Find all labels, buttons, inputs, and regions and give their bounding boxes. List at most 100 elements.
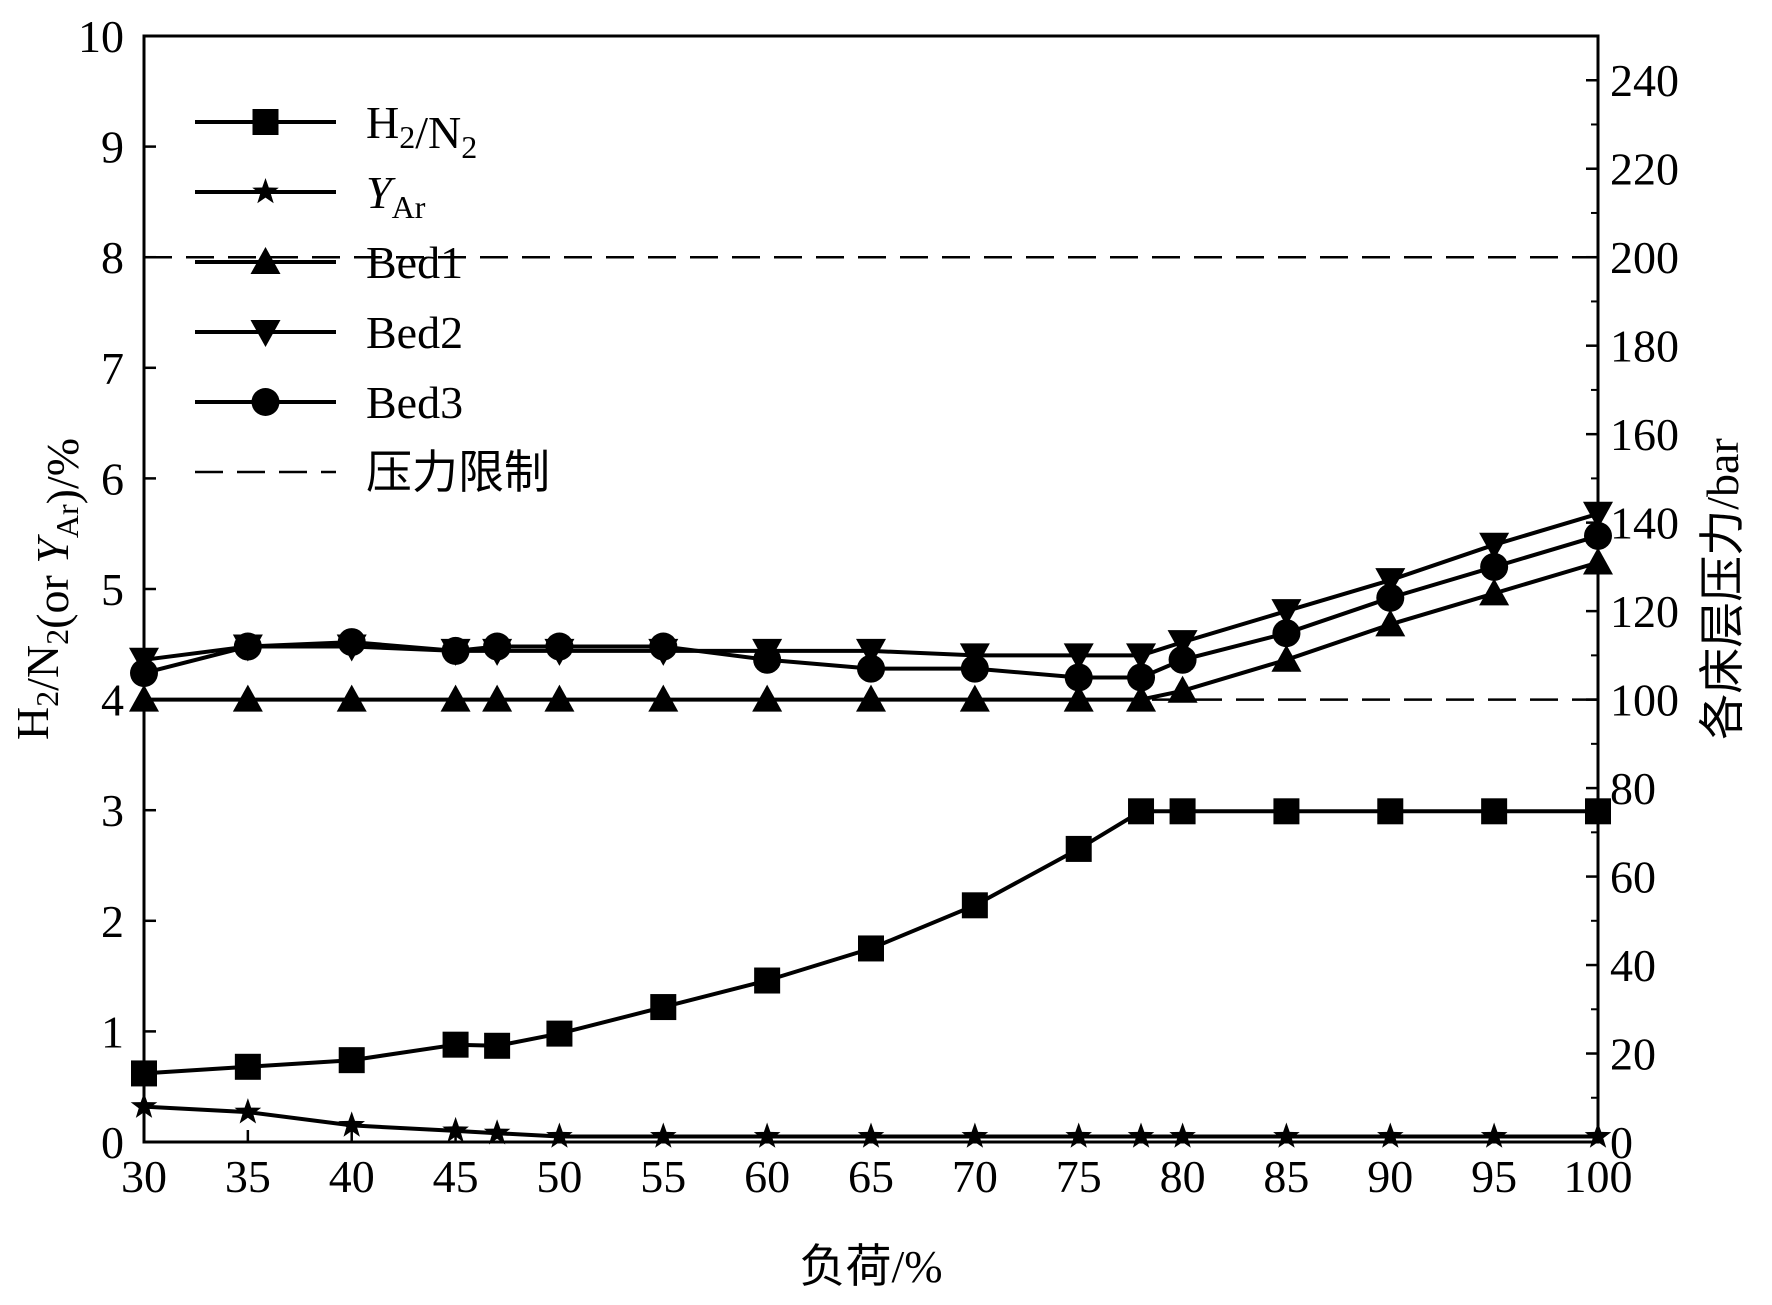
data-point-bed3 xyxy=(1168,645,1197,674)
legend-label: YAr xyxy=(366,167,426,225)
y-right-tick-label: 160 xyxy=(1610,409,1679,460)
data-point-h2n2 xyxy=(546,1020,573,1047)
legend-swatch-marker xyxy=(252,178,279,204)
y-right-tick-label: 180 xyxy=(1610,321,1679,372)
y-right-axis-label: 各床层压力/bar xyxy=(1697,438,1748,740)
data-point-yar xyxy=(338,1111,365,1137)
x-axis-label: 负荷/% xyxy=(799,1241,942,1292)
data-point-yar xyxy=(130,1092,158,1118)
data-point-bed1 xyxy=(1271,644,1302,672)
data-point-h2n2 xyxy=(338,1047,365,1074)
y-left-tick-label: 6 xyxy=(101,453,124,504)
data-point-h2n2 xyxy=(131,1060,157,1087)
y-left-tick-label: 2 xyxy=(101,896,124,947)
legend-label: Bed1 xyxy=(366,237,463,288)
data-point-bed2 xyxy=(1583,501,1613,529)
data-point-bed3 xyxy=(753,645,782,674)
data-point-bed3 xyxy=(545,632,574,661)
data-point-bed3 xyxy=(1584,521,1612,550)
data-point-yar xyxy=(483,1119,511,1145)
legend-label: H2/N2 xyxy=(366,97,477,165)
data-point-yar xyxy=(442,1116,469,1143)
y-right-tick-label: 140 xyxy=(1610,498,1679,549)
data-point-bed3 xyxy=(1064,663,1093,692)
legend-swatch-marker xyxy=(251,388,280,416)
x-tick-label: 80 xyxy=(1160,1151,1206,1202)
data-point-bed3 xyxy=(1480,552,1509,581)
data-point-bed3 xyxy=(1127,663,1156,692)
y-left-tick-label: 5 xyxy=(101,564,124,615)
data-point-bed1 xyxy=(1583,547,1613,575)
data-point-bed1 xyxy=(856,684,886,712)
data-point-yar xyxy=(234,1098,262,1124)
series-h2n2 xyxy=(131,798,1611,1087)
legend-item-bed3: Bed3 xyxy=(195,377,463,428)
x-tick-label: 95 xyxy=(1471,1151,1517,1202)
legend-item-yar: YAr xyxy=(195,167,426,225)
series-bed3 xyxy=(130,521,1612,692)
y-left-tick-label: 0 xyxy=(101,1117,124,1168)
data-point-bed1 xyxy=(1126,684,1157,712)
legend-item-bed1: Bed1 xyxy=(195,237,463,288)
data-point-bed3 xyxy=(649,632,678,661)
axis-labels: 负荷/% H2/N2(or YAr)/% 各床层压力/bar xyxy=(7,438,1748,1292)
y-right-tick-label: 100 xyxy=(1610,675,1679,726)
x-tick-label: 100 xyxy=(1564,1151,1633,1202)
data-point-h2n2 xyxy=(1065,835,1092,862)
y-right-tick-label: 40 xyxy=(1610,940,1656,991)
data-point-bed2 xyxy=(1375,568,1406,596)
data-point-bed2 xyxy=(856,638,886,666)
data-point-bed1 xyxy=(544,684,575,712)
data-point-bed1 xyxy=(232,684,263,712)
series-layer xyxy=(129,501,1613,1148)
y-left-tick-label: 4 xyxy=(101,675,124,726)
legend-swatch-marker xyxy=(250,320,281,347)
axis-ticks: 30 35 40 45 50 55 60 65 70 75 80 85 90 95 100012345678… xyxy=(78,11,1679,1202)
data-point-bed3 xyxy=(960,654,989,683)
x-tick-label: 75 xyxy=(1056,1151,1102,1202)
legend-item-bed2: Bed2 xyxy=(195,307,463,358)
data-point-yar xyxy=(1127,1122,1155,1148)
data-point-bed1 xyxy=(440,684,471,712)
data-point-h2n2 xyxy=(484,1032,511,1059)
y-right-tick-label: 80 xyxy=(1610,763,1656,814)
y-left-tick-label: 10 xyxy=(78,11,124,62)
data-point-bed3 xyxy=(1272,619,1301,648)
legend-item-limit: 压力限制 xyxy=(195,447,550,498)
data-point-h2n2 xyxy=(650,994,677,1021)
legend-label: 压力限制 xyxy=(366,447,550,498)
data-point-bed3 xyxy=(483,632,512,661)
data-point-bed3 xyxy=(337,628,366,657)
data-point-bed1 xyxy=(648,684,679,712)
y-right-tick-label: 0 xyxy=(1610,1117,1633,1168)
y-right-tick-label: 240 xyxy=(1610,55,1679,106)
data-point-h2n2 xyxy=(1585,798,1611,825)
x-tick-label: 40 xyxy=(329,1151,375,1202)
data-point-h2n2 xyxy=(1377,798,1404,825)
legend-swatch-marker xyxy=(250,247,281,274)
data-point-bed3 xyxy=(233,632,262,661)
data-point-h2n2 xyxy=(858,935,884,962)
x-tick-label: 50 xyxy=(536,1151,582,1202)
series-bed1 xyxy=(129,547,1613,712)
legend-swatch-marker xyxy=(252,109,279,135)
data-point-bed1 xyxy=(1375,609,1406,637)
data-point-bed2 xyxy=(1167,630,1198,658)
y-left-axis-label: H2/N2(or YAr)/% xyxy=(7,438,88,740)
data-point-bed3 xyxy=(1376,583,1405,612)
data-point-bed1 xyxy=(336,684,367,712)
data-point-h2n2 xyxy=(1169,798,1196,825)
data-point-h2n2 xyxy=(234,1053,261,1080)
data-point-bed1 xyxy=(959,684,990,712)
y-right-tick-label: 120 xyxy=(1610,586,1679,637)
data-point-bed2 xyxy=(1479,532,1510,560)
data-point-h2n2 xyxy=(1481,798,1508,825)
data-point-h2n2 xyxy=(754,967,781,994)
data-point-bed2 xyxy=(1271,599,1302,627)
data-point-bed1 xyxy=(1479,578,1510,606)
y-right-tick-label: 220 xyxy=(1610,144,1679,195)
data-point-bed2 xyxy=(1126,643,1157,671)
y-left-tick-label: 9 xyxy=(101,122,124,173)
